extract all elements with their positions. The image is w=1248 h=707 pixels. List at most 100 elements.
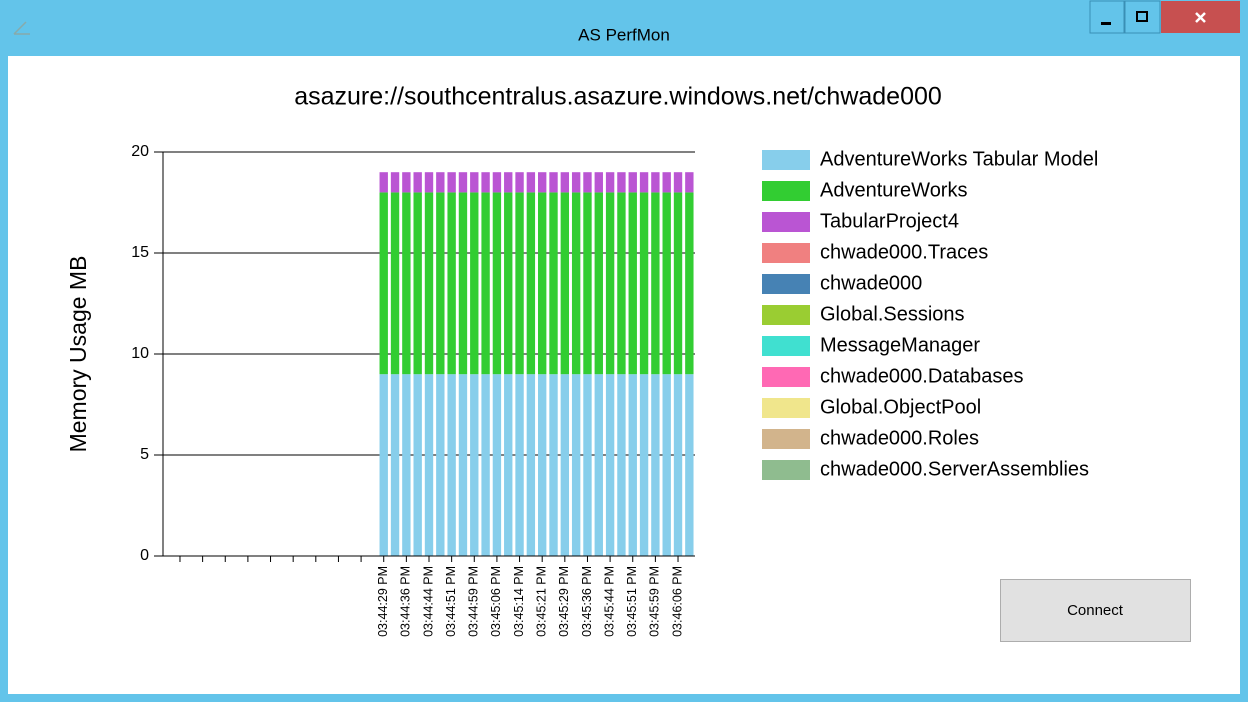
bar-segment: [662, 374, 671, 556]
bar-segment: [379, 172, 388, 193]
bar-segment: [605, 172, 615, 193]
bar-segment: [538, 192, 547, 375]
bar-segment: [685, 172, 694, 193]
bar-segment: [605, 192, 615, 375]
x-tick-label: 03:45:59 PM: [648, 566, 662, 637]
x-tick-label: 03:46:06 PM: [670, 566, 684, 637]
legend-swatch: [762, 336, 810, 356]
legend-label: chwade000.Roles: [820, 427, 979, 449]
bar-segment: [662, 192, 671, 375]
y-tick-label: 15: [131, 244, 149, 261]
legend-swatch: [762, 243, 810, 263]
bar-segment: [413, 192, 422, 375]
bar-segment: [492, 374, 502, 556]
bar-segment: [447, 374, 456, 556]
bar-segment: [402, 192, 411, 375]
x-tick-label: 03:45:14 PM: [512, 566, 526, 637]
bar-segment: [560, 192, 570, 375]
bar-segment: [538, 172, 547, 193]
app-icon: [13, 21, 30, 35]
y-tick-label: 5: [140, 446, 149, 463]
bar-segment: [447, 172, 456, 193]
y-axis-label: Memory Usage MB: [65, 256, 91, 453]
bar-segment: [379, 374, 388, 556]
window-title: AS PerfMon: [578, 25, 670, 44]
bar-segment: [549, 374, 558, 556]
bar-segment: [594, 374, 603, 556]
bar-segment: [628, 172, 637, 193]
x-tick-label: 03:44:51 PM: [444, 566, 458, 637]
bar-segment: [515, 192, 524, 375]
legend-label: chwade000.Databases: [820, 365, 1023, 387]
close-button[interactable]: [1161, 1, 1240, 33]
bar-segment: [651, 192, 660, 375]
bar-segment: [639, 374, 649, 556]
bar-segment: [492, 192, 502, 375]
bar-segment: [379, 192, 388, 375]
bar-segment: [390, 192, 400, 375]
bar-segment: [526, 192, 536, 375]
x-tick-label: 03:44:29 PM: [376, 566, 390, 637]
bar-segment: [470, 374, 479, 556]
bar-segment: [424, 172, 434, 193]
bar-segment: [515, 374, 524, 556]
bar-segment: [515, 172, 524, 193]
bar-segment: [651, 374, 660, 556]
x-tick-label: 03:45:51 PM: [625, 566, 639, 637]
legend-swatch: [762, 274, 810, 294]
legend-swatch: [762, 460, 810, 480]
bar-segment: [628, 192, 637, 375]
legend-label: AdventureWorks Tabular Model: [820, 148, 1098, 170]
bar-segment: [538, 374, 547, 556]
bar-segment: [571, 172, 581, 193]
legend-swatch: [762, 181, 810, 201]
bar-segment: [458, 374, 468, 556]
x-tick-label: 03:44:59 PM: [467, 566, 481, 637]
bar-segment: [390, 374, 400, 556]
legend-label: TabularProject4: [820, 210, 959, 232]
minimize-button[interactable]: [1089, 0, 1125, 34]
bar-segment: [560, 172, 570, 193]
connect-label[interactable]: Connect: [1067, 602, 1124, 619]
bar-segment: [402, 172, 411, 193]
bar-segment: [549, 172, 558, 193]
x-tick-label: 03:45:06 PM: [489, 566, 503, 637]
bar-segment: [673, 192, 683, 375]
legend-label: chwade000.ServerAssemblies: [820, 458, 1089, 480]
bar-segment: [628, 374, 637, 556]
bar-segment: [651, 172, 660, 193]
maximize-button[interactable]: [1124, 0, 1161, 34]
legend-swatch: [762, 305, 810, 325]
bar-segment: [685, 192, 694, 375]
bar-segment: [594, 172, 603, 193]
bar-segment: [424, 192, 434, 375]
legend-swatch: [762, 212, 810, 232]
connect-button[interactable]: Connect: [1000, 579, 1191, 642]
bar-segment: [436, 172, 445, 193]
bar-segment: [402, 374, 411, 556]
bar-segment: [413, 374, 422, 556]
bar-segment: [436, 374, 445, 556]
legend-label: Global.Sessions: [820, 303, 965, 325]
bar-segment: [504, 172, 513, 193]
bar-segment: [639, 192, 649, 375]
y-tick-label: 20: [131, 143, 149, 160]
bar-segment: [639, 172, 649, 193]
y-tick-label: 0: [140, 547, 149, 564]
bar-segment: [605, 374, 615, 556]
legend-swatch: [762, 398, 810, 418]
bar-segment: [526, 172, 536, 193]
legend-label: AdventureWorks: [820, 179, 967, 201]
bar-segment: [673, 374, 683, 556]
legend-label: chwade000.Traces: [820, 241, 988, 263]
bar-segment: [526, 374, 536, 556]
legend-label: Global.ObjectPool: [820, 396, 981, 418]
x-tick-label: 03:45:36 PM: [580, 566, 594, 637]
bar-segment: [583, 172, 592, 193]
x-tick-label: 03:45:21 PM: [534, 566, 548, 637]
bar-segment: [447, 192, 456, 375]
bar-segment: [470, 192, 479, 375]
bar-segment: [504, 192, 513, 375]
bar-segment: [594, 192, 603, 375]
